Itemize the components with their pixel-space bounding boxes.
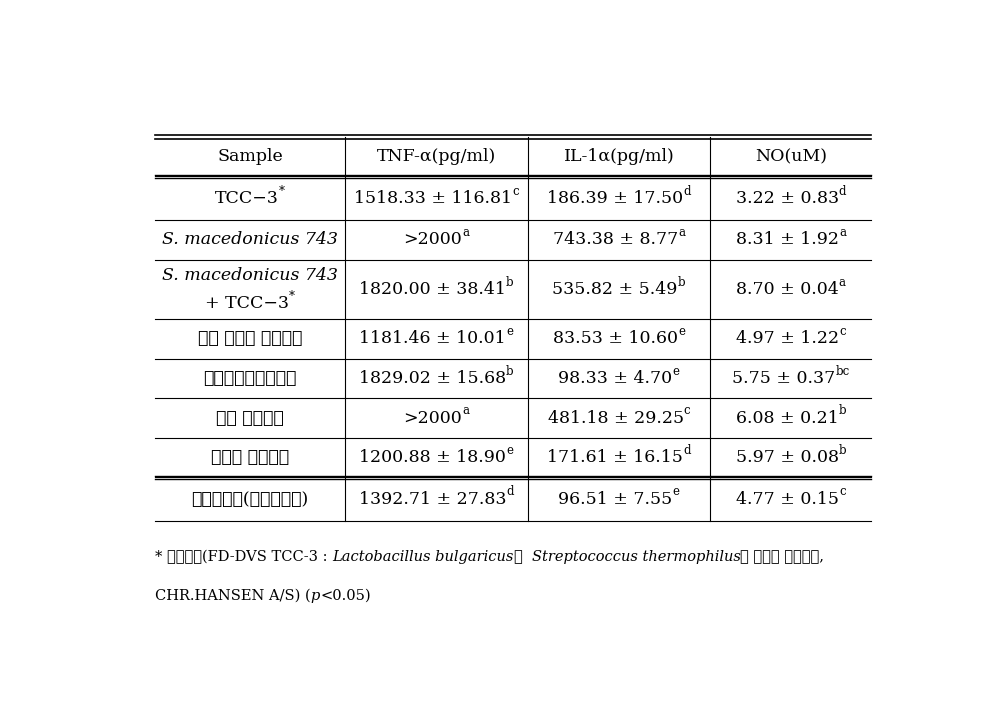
Text: 186.39 ± 17.50: 186.39 ± 17.50 — [547, 189, 683, 207]
Text: 덴마크 모짜렐라: 덴마크 모짜렐라 — [211, 449, 289, 466]
Text: 1829.02 ± 15.68: 1829.02 ± 15.68 — [359, 370, 506, 387]
Text: 상하슈레드(뉴질랜드산): 상하슈레드(뉴질랜드산) — [192, 491, 308, 508]
Text: b: b — [506, 364, 514, 377]
Text: a: a — [462, 404, 469, 417]
Text: 상하 후레쉬 모짜렐라: 상하 후레쉬 모짜렐라 — [198, 330, 302, 347]
Text: 743.38 ± 8.77: 743.38 ± 8.77 — [553, 231, 678, 248]
Text: 96.51 ± 7.55: 96.51 ± 7.55 — [559, 491, 673, 508]
Text: 3.22 ± 0.83: 3.22 ± 0.83 — [736, 189, 839, 207]
Text: p: p — [311, 589, 320, 603]
Text: 83.53 ± 10.60: 83.53 ± 10.60 — [553, 330, 678, 347]
Text: b: b — [839, 404, 846, 417]
Text: a: a — [462, 226, 469, 239]
Text: 481.18 ± 29.25: 481.18 ± 29.25 — [548, 409, 684, 427]
Text: e: e — [673, 364, 680, 377]
Text: <0.05): <0.05) — [320, 589, 371, 603]
Text: 535.82 ± 5.49: 535.82 ± 5.49 — [553, 281, 678, 298]
Text: 임실 피자치즈: 임실 피자치즈 — [216, 409, 284, 427]
Text: bc: bc — [835, 364, 850, 377]
Text: c: c — [512, 184, 519, 197]
Text: 1392.71 ± 27.83: 1392.71 ± 27.83 — [359, 491, 506, 508]
Text: e: e — [506, 444, 513, 457]
Text: d: d — [839, 184, 846, 197]
Text: CHR.HANSEN A/S) (: CHR.HANSEN A/S) ( — [155, 589, 311, 603]
Text: S. macedonicus 743: S. macedonicus 743 — [162, 231, 338, 248]
Text: NO(uM): NO(uM) — [754, 148, 827, 165]
Text: 8.31 ± 1.92: 8.31 ± 1.92 — [736, 231, 839, 248]
Text: Lactobacillus bulgaricus: Lactobacillus bulgaricus — [332, 550, 514, 564]
Text: *: * — [279, 184, 285, 197]
Text: 8.70 ± 0.04: 8.70 ± 0.04 — [736, 281, 839, 298]
Text: 5.75 ± 0.37: 5.75 ± 0.37 — [733, 370, 835, 387]
Text: >2000: >2000 — [404, 409, 462, 427]
Text: 와: 와 — [514, 550, 532, 564]
Text: Sample: Sample — [217, 148, 283, 165]
Text: d: d — [683, 184, 691, 197]
Text: b: b — [506, 275, 514, 288]
Text: d: d — [506, 485, 514, 498]
Text: S. macedonicus 743: S. macedonicus 743 — [162, 267, 338, 284]
Text: c: c — [684, 404, 690, 417]
Text: 5.97 ± 0.08: 5.97 ± 0.08 — [736, 449, 839, 466]
Text: e: e — [673, 485, 680, 498]
Text: a: a — [839, 275, 846, 288]
Text: c: c — [839, 485, 846, 498]
Text: 4.97 ± 1.22: 4.97 ± 1.22 — [736, 330, 839, 347]
Text: TCC−3: TCC−3 — [215, 189, 279, 207]
Text: c: c — [839, 325, 846, 338]
Text: 6.08 ± 0.21: 6.08 ± 0.21 — [736, 409, 839, 427]
Text: 로 구성된 혼합균주,: 로 구성된 혼합균주, — [741, 550, 824, 564]
Text: a: a — [839, 226, 846, 239]
Text: * 상업균주(FD-DVS TCC-3 :: * 상업균주(FD-DVS TCC-3 : — [155, 550, 332, 564]
Text: TNF-α(pg/ml): TNF-α(pg/ml) — [377, 148, 496, 165]
Text: Streptococcus thermophilus: Streptococcus thermophilus — [532, 550, 741, 564]
Text: d: d — [683, 444, 691, 457]
Text: 1200.88 ± 18.90: 1200.88 ± 18.90 — [359, 449, 506, 466]
Text: 171.61 ± 16.15: 171.61 ± 16.15 — [548, 449, 683, 466]
Text: e: e — [506, 325, 513, 338]
Text: + TCC−3: + TCC−3 — [205, 295, 289, 312]
Text: 서울우유　피자치즈: 서울우유 피자치즈 — [204, 370, 296, 387]
Text: 1820.00 ± 38.41: 1820.00 ± 38.41 — [359, 281, 506, 298]
Text: b: b — [678, 275, 686, 288]
Text: *: * — [289, 289, 295, 302]
Text: 1181.46 ± 10.01: 1181.46 ± 10.01 — [360, 330, 506, 347]
Text: >2000: >2000 — [404, 231, 462, 248]
Text: a: a — [678, 226, 685, 239]
Text: 98.33 ± 4.70: 98.33 ± 4.70 — [559, 370, 673, 387]
Text: b: b — [839, 444, 846, 457]
Text: e: e — [678, 325, 685, 338]
Text: 4.77 ± 0.15: 4.77 ± 0.15 — [737, 491, 839, 508]
Text: 1518.33 ± 116.81: 1518.33 ± 116.81 — [354, 189, 512, 207]
Text: IL-1α(pg/ml): IL-1α(pg/ml) — [564, 148, 674, 165]
